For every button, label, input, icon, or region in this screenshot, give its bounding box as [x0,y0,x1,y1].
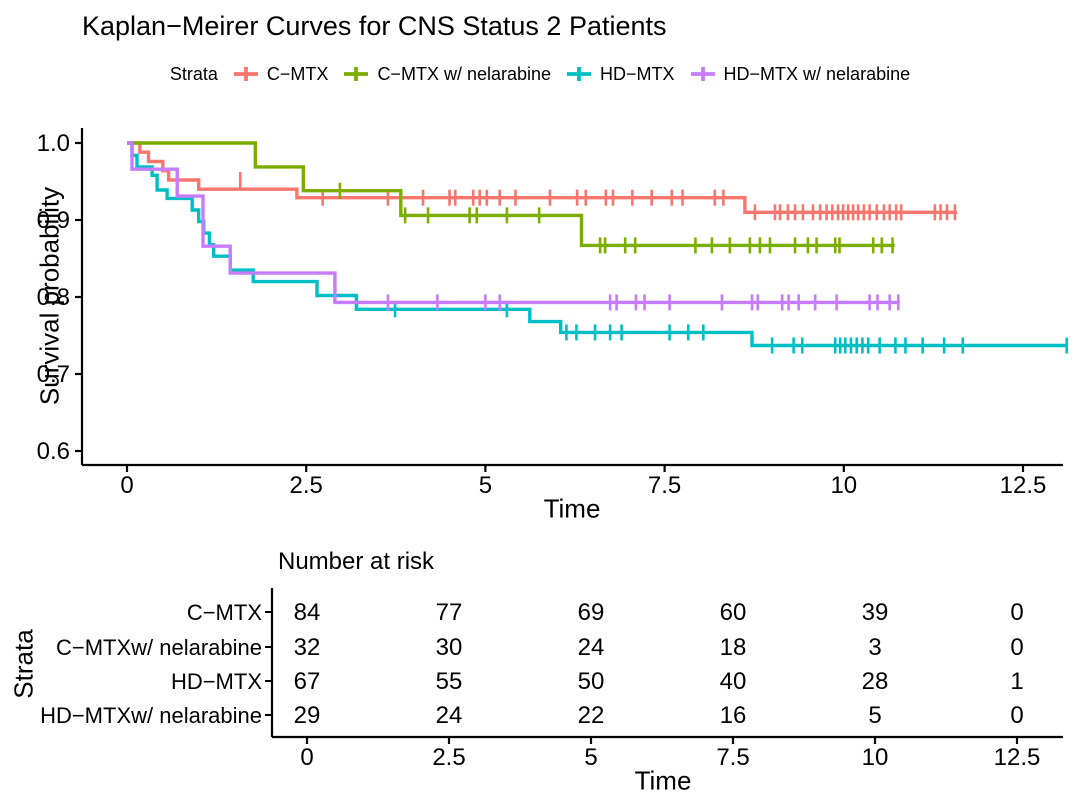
x-tick-label: 12.5 [1000,472,1047,499]
risk-row-label: HD−MTXw/ nelarabine [40,703,262,728]
risk-strata-axis-title: Strata [8,629,39,699]
legend-item-label: HD−MTX w/ nelarabine [723,63,911,84]
y-axis-title: Survival probability [34,186,65,406]
risk-count: 28 [862,668,889,695]
main-axes: 1.0 0.9 0.8 0.7 0.6 0 2.5 5 7.5 10 12.5 [37,128,1063,499]
x-tick-label: 10 [830,472,857,499]
risk-count: 3 [868,634,881,661]
risk-count: 55 [436,668,463,695]
risk-count: 77 [436,599,463,626]
censor-plus-icon [567,67,592,81]
y-tick-label: 1.0 [37,130,70,157]
risk-count: 29 [294,702,321,729]
legend-item-hd-mtx: HD−MTX [566,61,675,87]
risk-count: 0 [1010,702,1023,729]
x-axis-title: Time [543,493,601,524]
risk-x-axis-title: Time [634,765,692,796]
legend-item-hd-mtx-nelarabine: HD−MTX w/ nelarabine [690,61,911,87]
risk-x-tick-label: 12.5 [994,744,1041,771]
risk-count: 69 [578,599,605,626]
risk-row-label: HD−MTX [171,669,262,694]
risk-count: 18 [720,634,747,661]
km-curve [127,141,900,305]
legend: Strata C−MTX C−MTX w/ nelarabine HD−MTX … [0,61,1080,87]
risk-count: 30 [436,634,463,661]
risk-x-tick-label: 5 [584,744,597,771]
y-tick-label: 0.7 [37,361,70,388]
km-curve [127,141,958,214]
risk-table: 0 2.5 5 7.5 10 12.5C−MTX 84 77 69 60 39 0C−MTXw/ ne… [40,588,1063,771]
legend-item-label: C−MTX [266,63,329,84]
y-tick-label: 0.6 [37,438,70,465]
censor-plus-icon [233,67,258,81]
risk-count: 16 [720,702,747,729]
risk-x-tick-label: 7.5 [716,744,749,771]
risk-row-label: C−MTXw/ nelarabine [56,635,262,660]
risk-count: 5 [868,702,881,729]
km-curve [127,141,1067,348]
km-curve [127,141,895,248]
risk-row-label: C−MTX [187,600,263,625]
risk-count: 0 [1010,599,1023,626]
risk-count: 24 [436,702,463,729]
censor-plus-icon [690,67,715,81]
x-tick-label: 7.5 [648,472,681,499]
y-tick-label: 0.9 [37,207,70,234]
legend-title: Strata [169,63,218,84]
risk-count: 24 [578,634,605,661]
x-tick-label: 2.5 [290,472,323,499]
risk-count: 32 [294,634,321,661]
legend-item-label: HD−MTX [600,63,675,84]
x-tick-label: 5 [479,472,492,499]
censor-plus-icon [344,67,369,81]
risk-x-tick-label: 0 [300,744,313,771]
risk-count: 84 [294,599,321,626]
legend-item-c-mtx: C−MTX [233,61,329,87]
chart-title: Kaplan−Meirer Curves for CNS Status 2 Pa… [82,11,667,41]
risk-count: 40 [720,668,747,695]
risk-count: 67 [294,668,321,695]
legend-item-label: C−MTX w/ nelarabine [377,63,552,84]
risk-count: 39 [862,599,889,626]
risk-x-tick-label: 10 [862,744,889,771]
risk-table-title: Number at risk [278,548,435,575]
km-curves [127,141,1069,354]
risk-x-tick-label: 2.5 [432,744,465,771]
legend-item-c-mtx-nelarabine: C−MTX w/ nelarabine [343,61,551,87]
x-tick-label: 0 [120,472,133,499]
risk-count: 50 [578,668,605,695]
risk-count: 22 [578,702,605,729]
risk-count: 60 [720,599,747,626]
risk-count: 0 [1010,634,1023,661]
risk-count: 1 [1010,668,1023,695]
y-tick-label: 0.8 [37,284,70,311]
